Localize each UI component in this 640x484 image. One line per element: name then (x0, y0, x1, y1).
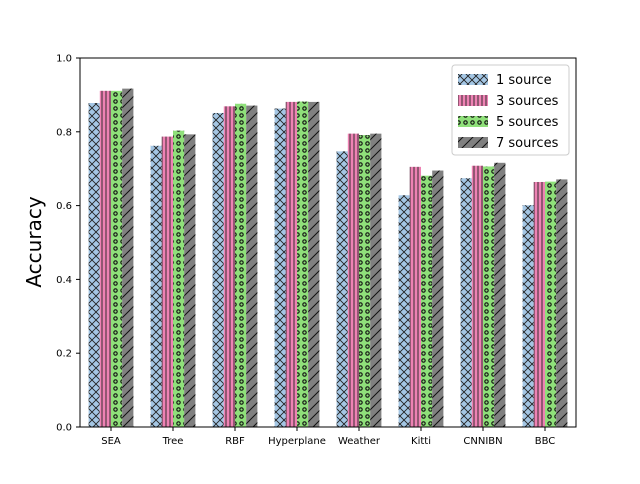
bar-sea-3-sources-hatch (99, 90, 111, 427)
bar-kitti-1-source-hatch (398, 195, 410, 427)
x-tick-label-kitti: Kitti (411, 436, 431, 447)
x-tick-label-hyperplane: Hyperplane (268, 436, 326, 447)
x-tick-label-tree: Tree (162, 436, 184, 447)
bar-rbf-7-sources-hatch (246, 105, 258, 427)
bar-cnnibn-1-source-hatch (460, 178, 472, 427)
x-tick-label-cnnibn: CNNIBN (463, 436, 502, 447)
bar-hyperplane-5-sources-hatch (297, 101, 309, 428)
legend-box (451, 64, 570, 156)
legend-swatch-1-source-hatch (458, 74, 488, 85)
y-tick-label-0-8: 0.8 (56, 127, 72, 138)
bars-layer (88, 88, 568, 428)
bar-bbc-1-source-hatch (522, 205, 534, 427)
bar-hyperplane-7-sources-hatch (308, 101, 320, 427)
bar-cnnibn-7-sources-hatch (494, 162, 506, 427)
legend-label-5-sources: 5 sources (496, 115, 559, 130)
bar-weather-3-sources-hatch (347, 133, 359, 427)
bar-tree-1-source-hatch (150, 145, 162, 427)
bar-rbf-3-sources-hatch (223, 106, 235, 428)
bar-sea-7-sources-hatch (122, 88, 134, 427)
x-axis: SEA Tree RBF Hyperplane Weather Kitti CNNIBN BB… (101, 427, 555, 447)
bar-weather-7-sources-hatch (370, 133, 382, 427)
x-tick-label-weather: Weather (338, 436, 381, 447)
bar-cnnibn-5-sources-hatch (483, 166, 495, 427)
bar-hyperplane-3-sources-hatch (285, 101, 297, 427)
bar-tree-7-sources-hatch (184, 134, 196, 427)
bar-cnnibn-3-sources-hatch (471, 165, 483, 428)
y-tick-label-0-0: 0.0 (56, 423, 72, 434)
bar-rbf-1-source-hatch (212, 112, 224, 427)
y-tick-label-0-6: 0.6 (56, 201, 72, 212)
legend-label-1-source: 1 source (496, 73, 552, 88)
bar-bbc-7-sources-hatch (556, 179, 568, 427)
x-tick-label-rbf: RBF (225, 436, 245, 447)
bar-tree-5-sources-hatch (173, 130, 185, 427)
bar-tree-3-sources-hatch (161, 136, 173, 428)
bar-sea-1-source-hatch (88, 103, 100, 427)
legend: 1 source 3 sources 5 sources 7 sources (451, 64, 570, 156)
legend-swatch-7-sources-hatch (458, 137, 488, 148)
bar-weather-5-sources-hatch (359, 135, 371, 427)
x-tick-label-bbc: BBC (535, 436, 556, 447)
bar-weather-1-source-hatch (336, 151, 348, 427)
y-tick-label-1-0: 1.0 (56, 54, 72, 65)
legend-label-3-sources: 3 sources (496, 94, 559, 109)
y-axis-title: Accuracy (22, 196, 46, 287)
legend-label-7-sources: 7 sources (496, 136, 559, 151)
bar-hyperplane-1-source-hatch (274, 108, 286, 427)
bar-bbc-3-sources-hatch (533, 181, 545, 427)
legend-swatch-3-sources-hatch (458, 95, 488, 106)
x-tick-label-sea: SEA (101, 436, 121, 447)
bar-rbf-5-sources-hatch (235, 103, 247, 428)
y-axis: 0.0 0.2 0.4 0.6 0.8 1.0 (56, 54, 80, 434)
bar-kitti-7-sources-hatch (432, 170, 444, 428)
y-tick-label-0-2: 0.2 (56, 349, 72, 360)
legend-swatch-5-sources-hatch (458, 116, 488, 127)
y-tick-label-0-4: 0.4 (56, 275, 72, 286)
bar-sea-5-sources-hatch (111, 90, 123, 427)
bar-kitti-5-sources-hatch (421, 175, 433, 427)
bar-kitti-3-sources-hatch (409, 166, 421, 428)
plot-area-frame (79, 57, 577, 428)
bar-bbc-5-sources-hatch (545, 181, 557, 427)
